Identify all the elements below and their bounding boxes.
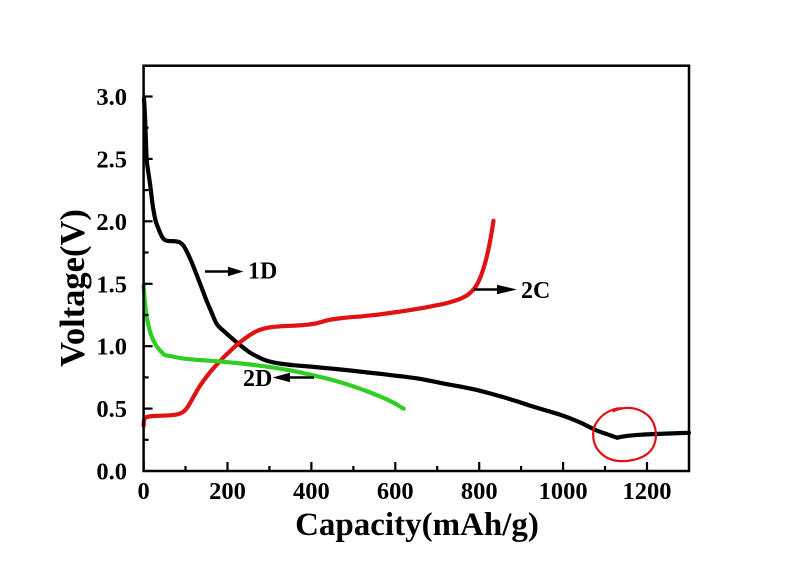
svg-text:0.5: 0.5 xyxy=(96,396,127,423)
svg-text:2.5: 2.5 xyxy=(96,146,127,173)
svg-text:2D: 2D xyxy=(243,366,272,392)
svg-text:2.0: 2.0 xyxy=(96,209,127,236)
svg-text:1.5: 1.5 xyxy=(96,271,127,298)
svg-text:3.0: 3.0 xyxy=(96,84,127,111)
svg-text:0.0: 0.0 xyxy=(96,459,127,486)
svg-text:Capacity(mAh/g): Capacity(mAh/g) xyxy=(295,507,539,543)
svg-text:0: 0 xyxy=(137,478,149,505)
svg-text:600: 600 xyxy=(377,478,414,505)
svg-text:1000: 1000 xyxy=(539,478,588,505)
svg-text:1.0: 1.0 xyxy=(96,334,127,361)
svg-text:400: 400 xyxy=(293,478,330,505)
svg-text:800: 800 xyxy=(461,478,498,505)
svg-text:Voltage(V): Voltage(V) xyxy=(54,209,92,367)
svg-text:1200: 1200 xyxy=(623,478,672,505)
svg-text:1D: 1D xyxy=(248,259,277,285)
svg-text:2C: 2C xyxy=(521,278,550,304)
svg-text:200: 200 xyxy=(209,478,246,505)
